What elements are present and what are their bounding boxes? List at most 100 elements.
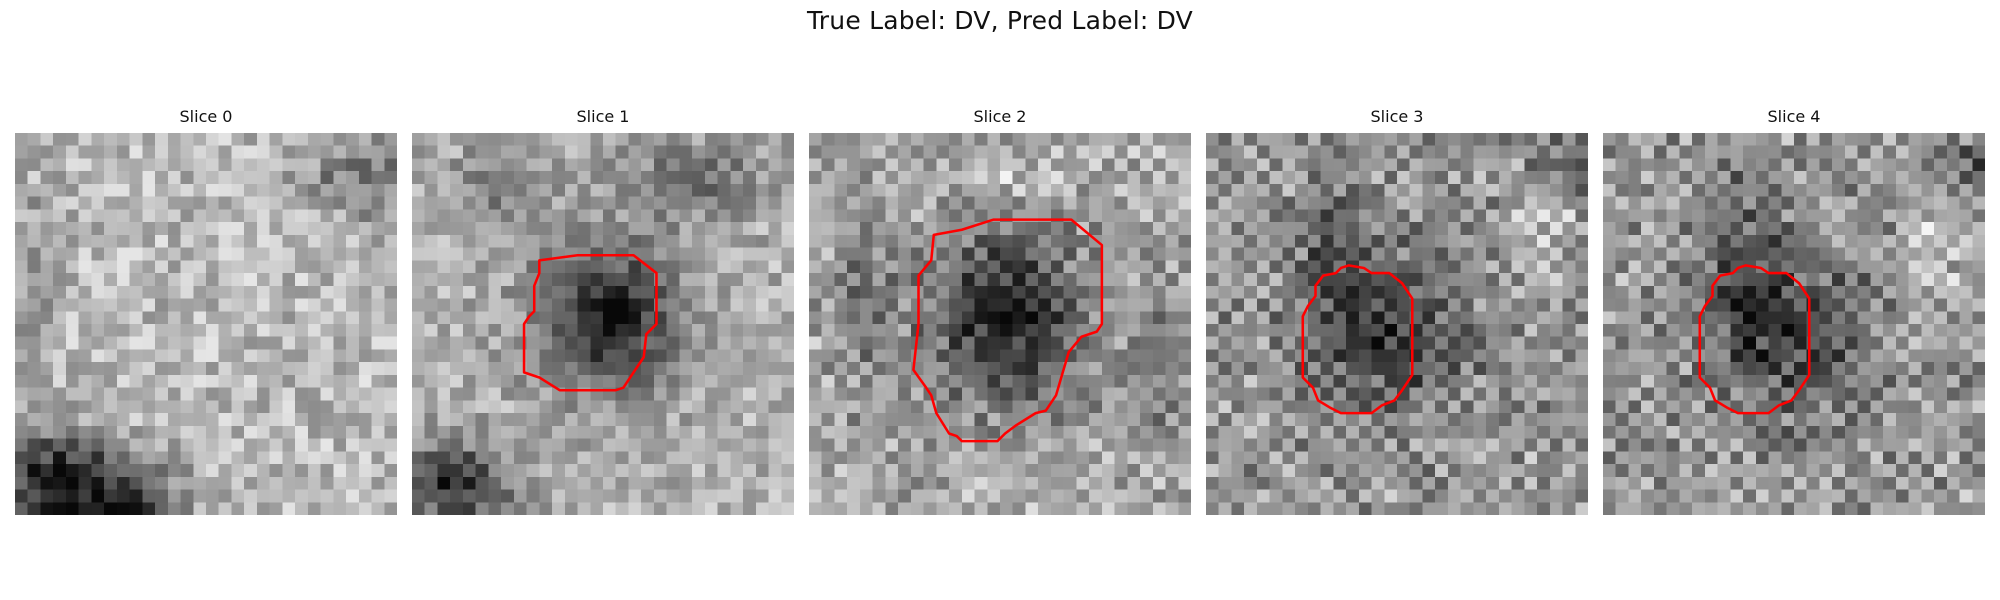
pixel [1206, 133, 1219, 146]
pixel [1537, 234, 1551, 248]
pixel [974, 285, 988, 299]
pixel [1320, 324, 1334, 337]
pixel [358, 425, 372, 439]
pixel [1704, 171, 1718, 185]
pixel [1844, 222, 1858, 236]
pixel [142, 438, 156, 452]
pixel [295, 133, 309, 146]
pixel [603, 362, 616, 376]
pixel [1473, 438, 1487, 452]
pixel [1832, 196, 1846, 210]
pixel [167, 234, 181, 248]
pixel [1000, 298, 1013, 312]
pixel [552, 209, 566, 223]
pixel [91, 476, 105, 490]
pixel [1307, 413, 1321, 427]
pixel [1511, 387, 1525, 401]
pixel [1615, 183, 1629, 197]
pixel [1883, 413, 1897, 427]
pixel [412, 451, 425, 465]
pixel [1397, 222, 1410, 236]
pixel [923, 285, 937, 299]
pixel [1972, 425, 1985, 439]
pixel [1140, 349, 1154, 363]
pixel [1384, 222, 1398, 236]
pixel [1038, 438, 1052, 452]
pixel [847, 285, 861, 299]
pixel [1140, 285, 1154, 299]
pixel [412, 413, 425, 427]
pixel [1549, 324, 1563, 337]
pixel [1641, 489, 1655, 503]
pixel [1768, 387, 1782, 401]
pixel [15, 158, 28, 172]
pixel [1946, 502, 1960, 515]
pixel [666, 387, 680, 401]
pixel [1165, 158, 1179, 172]
pixel [730, 387, 744, 401]
pixel [1641, 145, 1655, 159]
pixel [872, 209, 886, 223]
pixel [180, 298, 194, 312]
pixel [40, 489, 54, 503]
pixel [1946, 374, 1960, 388]
pixel [1895, 260, 1909, 274]
pixel [1256, 336, 1270, 350]
pixel [1307, 145, 1321, 159]
pixel [333, 464, 347, 478]
pixel [1794, 171, 1807, 185]
pixel [1641, 260, 1655, 274]
pixel [1218, 311, 1232, 325]
pixel [437, 273, 451, 287]
pixel [1666, 324, 1680, 337]
pixel [961, 196, 975, 210]
pixel [1231, 362, 1245, 376]
pixel [1524, 158, 1538, 172]
pixel [1371, 209, 1385, 223]
pixel [282, 438, 296, 452]
pixel [193, 336, 207, 350]
pixel [1819, 234, 1833, 248]
pixel [1934, 285, 1948, 299]
pixel [371, 464, 385, 478]
pixel [821, 285, 835, 299]
pixel [1231, 425, 1245, 439]
pixel [488, 196, 502, 210]
pixel [1615, 362, 1629, 376]
pixel [628, 451, 642, 465]
pixel [116, 183, 130, 197]
pixel [1178, 324, 1191, 337]
pixel [346, 349, 360, 363]
pixel [218, 362, 232, 376]
pixel [1524, 260, 1538, 274]
pixel [1832, 451, 1846, 465]
pixel [666, 489, 680, 503]
pixel [1178, 222, 1191, 236]
pixel [768, 451, 782, 465]
pixel [218, 413, 232, 427]
pixel [1832, 336, 1846, 350]
pixel [1050, 260, 1064, 274]
pixel [603, 222, 616, 236]
pixel [936, 273, 950, 287]
pixel [577, 400, 591, 414]
pixel [1089, 158, 1103, 172]
pixel [821, 336, 835, 350]
pixel [1870, 311, 1884, 325]
pixel [1076, 425, 1090, 439]
pixel [1076, 476, 1090, 490]
pixel [1628, 285, 1642, 299]
pixel [743, 464, 757, 478]
pixel [1089, 362, 1103, 376]
pixel [104, 311, 118, 325]
pixel [1549, 387, 1563, 401]
pixel [1025, 489, 1039, 503]
pixel [450, 438, 464, 452]
pixel [1152, 362, 1166, 376]
pixel [1908, 502, 1922, 515]
pixel [1012, 387, 1026, 401]
pixel [1562, 362, 1576, 376]
pixel [1844, 451, 1858, 465]
pixel [15, 387, 28, 401]
pixel [1358, 196, 1372, 210]
